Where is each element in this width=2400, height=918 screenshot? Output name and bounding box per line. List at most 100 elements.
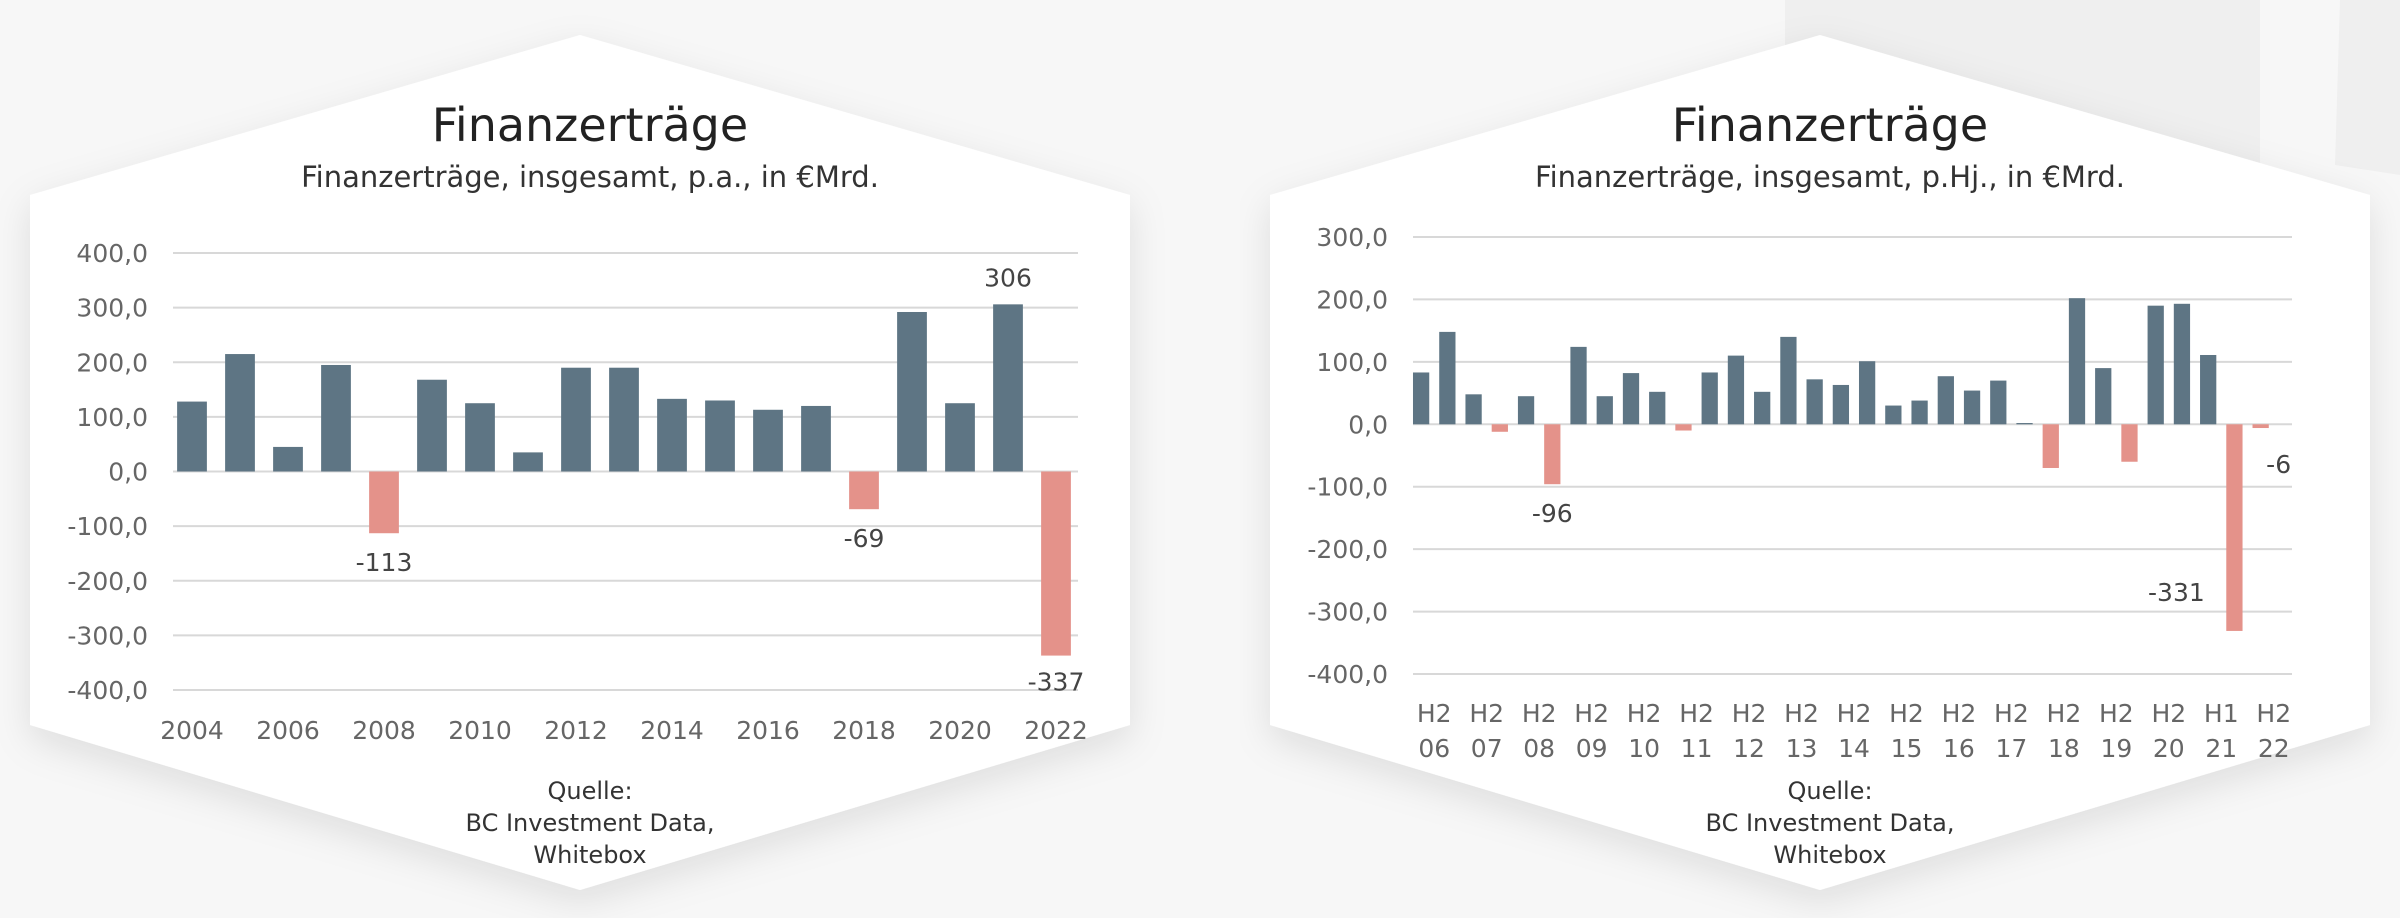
- y-tick-label: 200,0: [1316, 285, 1388, 314]
- bar: [1517, 396, 1535, 425]
- chart-subtitle: Finanzerträge, insgesamt, p.a., in €Mrd.: [301, 160, 879, 194]
- bar: [1754, 391, 1771, 425]
- x-tick-label-year: 09: [1576, 734, 1608, 763]
- y-tick-label: -100,0: [67, 512, 148, 541]
- bar: [1412, 372, 1430, 425]
- y-tick-label: -200,0: [1307, 535, 1388, 564]
- x-tick-label: 2012: [544, 716, 608, 745]
- x-tick-label-year: 14: [1838, 734, 1870, 763]
- bar: [897, 311, 927, 472]
- x-tick-label-half: H2: [1784, 699, 1819, 728]
- data-label: -69: [844, 524, 885, 553]
- bar: [1544, 424, 1561, 485]
- y-tick-label: 100,0: [1316, 348, 1388, 377]
- x-tick-label: 2004: [160, 716, 224, 745]
- data-label: -337: [1028, 668, 1085, 697]
- y-tick-label: 400,0: [76, 239, 148, 268]
- bar-chart-halfyear: 300,0 200,0 100,0 0,0 -100,0 -200,0 -300,0 -400…: [1307, 223, 2292, 763]
- bar: [2173, 303, 2191, 425]
- x-tick-label-year: 15: [1891, 734, 1923, 763]
- y-tick-label: 100,0: [76, 403, 148, 432]
- bar: [801, 405, 831, 472]
- bar: [1727, 355, 1745, 425]
- x-tick-label: 2014: [640, 716, 704, 745]
- x-tick-label-half: H2: [1469, 699, 1504, 728]
- x-tick-label-year: 22: [2258, 734, 2290, 763]
- bar: [1963, 390, 1981, 425]
- source-note: Quelle: BC Investment Data, Whitebox: [1240, 775, 2400, 871]
- x-tick-label: 2018: [832, 716, 896, 745]
- x-tick-label-half: H2: [1627, 699, 1662, 728]
- data-label: -113: [356, 548, 413, 577]
- x-tick-label-half: H1: [2204, 699, 2239, 728]
- source-line-2: Whitebox: [533, 841, 647, 869]
- bar: [1439, 331, 1456, 425]
- bar: [561, 367, 591, 472]
- y-tick-label: -400,0: [67, 676, 148, 705]
- x-tick-label-year: 08: [1523, 734, 1555, 763]
- bar: [993, 304, 1023, 472]
- bar: [1990, 380, 2007, 425]
- bar: [609, 367, 639, 472]
- bar-chart-annual: 400,0 300,0 200,0 100,0 0,0 -100,0 -200,0 -300,…: [67, 239, 1087, 745]
- bar: [1885, 405, 1902, 425]
- bar: [177, 401, 207, 472]
- x-tick-label-year: 07: [1471, 734, 1503, 763]
- bar: [1911, 400, 1928, 425]
- bar: [1649, 391, 1666, 425]
- bar: [1622, 373, 1640, 425]
- y-tick-label: 300,0: [76, 294, 148, 323]
- y-tick-label: -300,0: [1307, 598, 1388, 627]
- x-tick-label-half: H2: [1522, 699, 1557, 728]
- bar: [657, 398, 687, 472]
- bar: [1780, 336, 1797, 425]
- chart-panel-annual: Finanzerträge Finanzerträge, insgesamt, …: [0, 0, 1180, 918]
- x-tick-label-year: 18: [2048, 734, 2080, 763]
- bar: [849, 471, 879, 510]
- bar: [1675, 424, 1692, 431]
- x-tick-label: 2016: [736, 716, 800, 745]
- bar: [2200, 354, 2217, 425]
- x-tick-label: 2008: [352, 716, 416, 745]
- chart-title: Finanzerträge: [1671, 98, 1989, 152]
- y-tick-label: -400,0: [1307, 660, 1388, 689]
- bar: [1465, 394, 1482, 425]
- bar: [2068, 298, 2086, 425]
- y-tick-label: -200,0: [67, 567, 148, 596]
- x-tick-label-half: H2: [2151, 699, 2186, 728]
- x-tick-label-half: H2: [1732, 699, 1767, 728]
- x-tick-label-year: 19: [2100, 734, 2132, 763]
- source-line-1: BC Investment Data,: [1705, 809, 1955, 837]
- x-tick-label-year: 20: [2153, 734, 2185, 763]
- bar: [1701, 372, 1718, 425]
- x-tick-label-year: 10: [1628, 734, 1660, 763]
- y-tick-label: 200,0: [76, 348, 148, 377]
- bar: [1832, 384, 1850, 425]
- data-label: 306: [984, 263, 1032, 292]
- x-tick-label-year: 11: [1681, 734, 1713, 763]
- source-line-2: Whitebox: [1773, 841, 1887, 869]
- x-tick-label-half: H2: [1889, 699, 1924, 728]
- bar: [2016, 423, 2033, 425]
- x-tick-label: 2006: [256, 716, 320, 745]
- x-tick-label-half: H2: [2099, 699, 2134, 728]
- y-tick-label: 300,0: [1316, 223, 1388, 252]
- bar: [225, 354, 255, 472]
- bar: [1937, 376, 1954, 425]
- bar: [417, 379, 447, 472]
- bar: [513, 452, 543, 472]
- bar: [1491, 424, 1508, 432]
- x-tick-label-half: H2: [2047, 699, 2082, 728]
- y-tick-label: -100,0: [1307, 473, 1388, 502]
- x-tick-label-year: 12: [1733, 734, 1765, 763]
- bar: [2121, 424, 2138, 462]
- bar: [945, 403, 975, 472]
- source-line-1: BC Investment Data,: [465, 809, 715, 837]
- source-label: Quelle:: [547, 777, 633, 805]
- x-tick-label-half: H2: [1942, 699, 1977, 728]
- x-tick-label-half: H2: [1574, 699, 1609, 728]
- x-tick-label-half: H2: [1837, 699, 1872, 728]
- bar: [321, 364, 351, 472]
- y-tick-label: 0,0: [1348, 410, 1388, 439]
- data-label: -331: [2148, 578, 2205, 607]
